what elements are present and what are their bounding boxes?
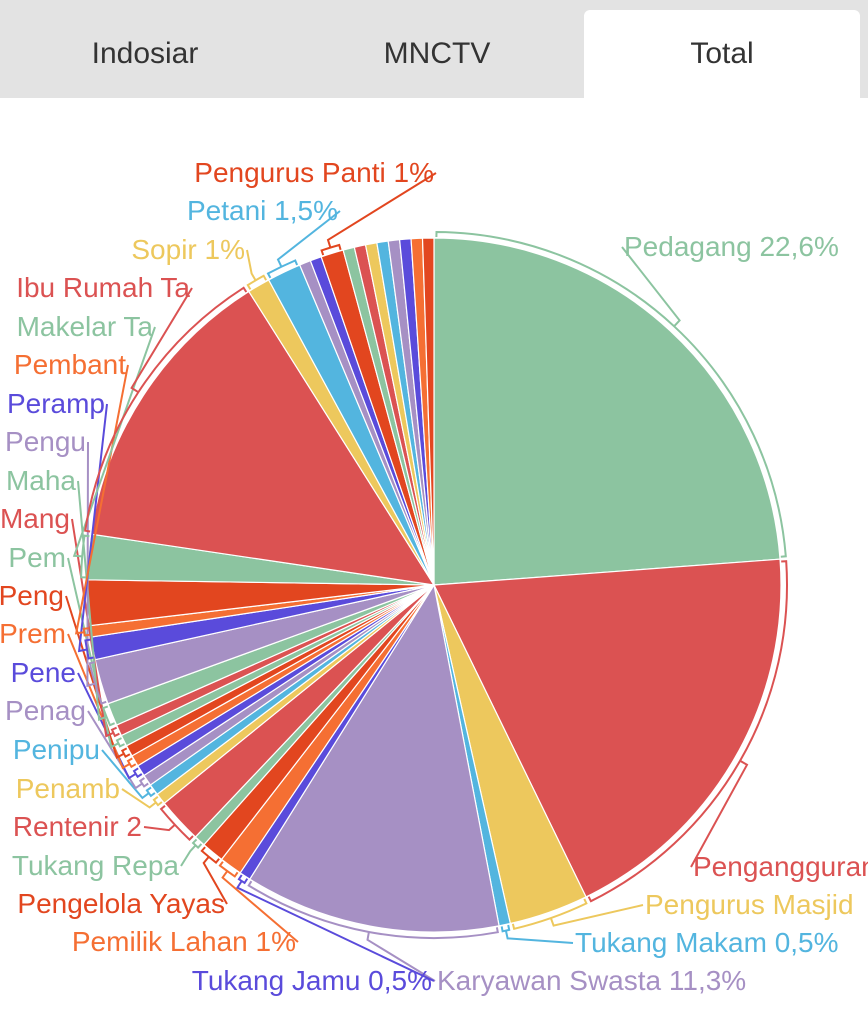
slice-label: Sopir 1% — [131, 234, 245, 265]
slice-label: Tukang Jamu 0,5% — [192, 965, 432, 996]
slice-label: Prem — [0, 618, 66, 649]
slice-label: Mang — [0, 503, 70, 534]
slice-label: Rentenir 2 — [13, 811, 142, 842]
tab-bar: Indosiar MNCTV Total — [0, 0, 868, 98]
slice-label: Pengu — [5, 426, 86, 457]
tab-indosiar[interactable]: Indosiar — [91, 37, 199, 70]
label-leader-line — [77, 480, 107, 722]
label-bracket — [120, 747, 131, 758]
label-bracket — [110, 726, 120, 738]
slice-label: Ibu Rumah Ta — [16, 272, 190, 303]
label-leader-line — [143, 823, 176, 832]
slice-label: Pene — [11, 657, 76, 688]
label-leader-line — [621, 246, 681, 327]
label-leader-line — [326, 172, 437, 248]
label-leader-line — [246, 249, 257, 281]
pie-slice-pedagang-22-6[interactable] — [433, 237, 781, 586]
slice-label: Petani 1,5% — [187, 195, 338, 226]
label-bracket — [88, 661, 107, 705]
label-leader-line — [235, 880, 435, 982]
label-bracket — [500, 924, 511, 933]
slice-label: Penag — [5, 695, 86, 726]
label-leader-line — [276, 210, 341, 268]
label-bracket — [84, 638, 94, 660]
label-leader-line — [121, 788, 157, 809]
slice-label: Makelar Ta — [17, 311, 154, 342]
slice-label: Maha — [6, 465, 76, 496]
label-leader-line — [366, 931, 436, 982]
label-leader-line — [202, 856, 228, 905]
slice-label: Pengurus Panti 1% — [194, 157, 434, 188]
label-leader-line — [72, 326, 156, 558]
slice-label: Tukang Repa — [12, 850, 179, 881]
slice-label: Pengangguran — [693, 851, 868, 882]
label-bracket — [587, 560, 788, 903]
label-bracket — [511, 898, 588, 930]
label-leader-line — [221, 870, 299, 943]
pie-slice-37[interactable] — [421, 237, 435, 586]
slice-label: Peramp — [7, 388, 105, 419]
slice-label: Pengurus Masjid — [645, 889, 854, 920]
slice-label: Tukang Makam 0,5% — [575, 927, 839, 958]
label-leader-line — [504, 930, 574, 944]
label-bracket — [266, 259, 299, 279]
tab-mnctv[interactable]: MNCTV — [383, 37, 491, 70]
label-leader-line — [86, 441, 96, 688]
slice-label: Pem — [8, 542, 66, 573]
label-leader-line — [549, 904, 644, 927]
label-leader-line — [101, 749, 150, 800]
label-leader-line — [77, 672, 137, 780]
label-leader-line — [67, 633, 131, 770]
slice-label: Penamb — [16, 773, 120, 804]
label-leader-line — [130, 287, 193, 394]
slice-label: Peng — [0, 580, 64, 611]
label-bracket — [152, 796, 163, 807]
slice-label: Penipu — [13, 734, 100, 765]
label-leader-line — [690, 759, 749, 868]
slice-label: Pemilik Lahan 1% — [72, 926, 296, 957]
label-leader-line — [180, 844, 197, 867]
label-bracket — [126, 757, 137, 769]
slice-label: Pengelola Yayas — [17, 888, 225, 919]
slice-label: Pembant — [14, 349, 126, 380]
label-bracket — [84, 286, 248, 533]
label-leader-line — [87, 710, 143, 790]
tab-total[interactable]: Total — [584, 10, 860, 98]
label-bracket — [247, 880, 499, 940]
slice-label: Karyawan Swasta 11,3% — [437, 965, 746, 996]
pie-slice-karyawan-swasta-11-3[interactable] — [249, 583, 500, 933]
slice-label: Pedagang 22,6% — [624, 231, 839, 262]
pie-slice-pengangguran[interactable] — [433, 558, 782, 898]
pie-chart: Pedagang 22,6% Pengangguran Pengurus Masji… — [0, 157, 868, 996]
